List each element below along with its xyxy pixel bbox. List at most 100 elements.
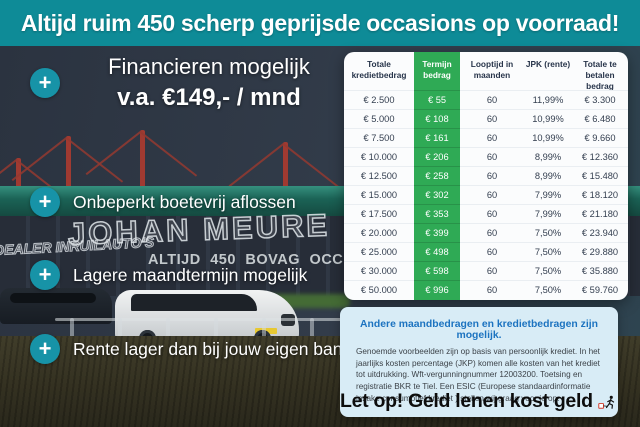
cell-jpk: 7,99% [524, 204, 572, 224]
cell-kredietbedrag: € 10.000 [344, 147, 414, 167]
cell-jpk: 8,99% [524, 147, 572, 167]
column-header-jpk-rente: JPK (rente) [525, 59, 571, 69]
cell-jpk: 7,50% [524, 280, 572, 300]
cell-totaal: € 23.940 [572, 223, 628, 243]
table-row: € 12.500 € 258 60 8,99% € 15.480 [344, 166, 628, 186]
credit-warning-text: Let op! Geld lenen kost geld [340, 390, 593, 412]
cell-totaal: € 6.480 [572, 109, 628, 129]
financing-table-card: Totale kredietbedrag Termijn bedrag Loop… [344, 52, 628, 300]
top-banner: Altijd ruim 450 scherp geprijsde occasio… [0, 0, 640, 46]
cell-termijnbedrag: € 258 [414, 166, 460, 186]
promo-heading-line2: v.a. €149,- / mnd [117, 84, 301, 111]
table-row: € 50.000 € 996 60 7,50% € 59.760 [344, 280, 628, 300]
cell-totaal: € 18.120 [572, 185, 628, 205]
plus-icon: + [30, 260, 60, 290]
cell-jpk: 11,99% [524, 90, 572, 110]
disclaimer-heading: Andere maandbedragen en kredietbedragen … [360, 319, 598, 341]
cell-totaal: € 3.300 [572, 90, 628, 110]
table-row: € 10.000 € 206 60 8,99% € 12.360 [344, 147, 628, 167]
financing-table-header: Totale kredietbedrag Termijn bedrag Loop… [344, 52, 628, 92]
cell-kredietbedrag: € 15.000 [344, 185, 414, 205]
cell-kredietbedrag: € 30.000 [344, 261, 414, 281]
cell-kredietbedrag: € 12.500 [344, 166, 414, 186]
cell-termijnbedrag: € 996 [414, 280, 460, 300]
cell-looptijd: 60 [460, 280, 524, 300]
cell-jpk: 7,50% [524, 223, 572, 243]
column-header-looptijd: Looptijd in maanden [470, 59, 514, 80]
fence-post [118, 318, 122, 340]
fence-post [310, 318, 314, 340]
table-row: € 15.000 € 302 60 7,99% € 18.120 [344, 185, 628, 205]
credit-warning: Let op! Geld lenen kost geld [340, 390, 618, 413]
cell-looptijd: 60 [460, 109, 524, 129]
promo-heading: Financieren mogelijk v.a. €149,- / mnd [73, 54, 345, 112]
cell-termijnbedrag: € 108 [414, 109, 460, 129]
cell-totaal: € 29.880 [572, 242, 628, 262]
cell-kredietbedrag: € 5.000 [344, 109, 414, 129]
cell-termijnbedrag: € 161 [414, 128, 460, 148]
cell-looptijd: 60 [460, 223, 524, 243]
cell-termijnbedrag: € 302 [414, 185, 460, 205]
cell-looptijd: 60 [460, 90, 524, 110]
promo-bullet-row: + Lagere maandtermijn mogelijk [30, 260, 307, 290]
promo-bullet-row: + Onbeperkt boetevrij aflossen [30, 187, 296, 217]
fence-post [70, 318, 74, 340]
table-row: € 20.000 € 399 60 7,50% € 23.940 [344, 223, 628, 243]
cell-looptijd: 60 [460, 185, 524, 205]
cell-looptijd: 60 [460, 261, 524, 281]
dealer-sub-sign: ALTIJD 450 BOVAG OCC SIONS [148, 252, 401, 268]
cell-termijnbedrag: € 598 [414, 261, 460, 281]
cell-totaal: € 15.480 [572, 166, 628, 186]
column-header-termijn-bedrag: Termijn bedrag [414, 52, 460, 92]
car-window [10, 293, 96, 303]
table-row: € 25.000 € 498 60 7,50% € 29.880 [344, 242, 628, 262]
cell-totaal: € 9.660 [572, 128, 628, 148]
cell-kredietbedrag: € 7.500 [344, 128, 414, 148]
cell-jpk: 8,99% [524, 166, 572, 186]
promo-bullet-label: Rente lager dan bij jouw eigen bank [73, 338, 352, 359]
promo-bullet-label: Onbeperkt boetevrij aflossen [73, 191, 296, 212]
cell-kredietbedrag: € 50.000 [344, 280, 414, 300]
financing-table-body: € 2.500 € 55 60 11,99% € 3.300 € 5.000 €… [344, 90, 628, 300]
flag-mast [66, 136, 71, 218]
cell-looptijd: 60 [460, 204, 524, 224]
cell-jpk: 10,99% [524, 128, 572, 148]
table-row: € 2.500 € 55 60 11,99% € 3.300 [344, 90, 628, 110]
cell-totaal: € 21.180 [572, 204, 628, 224]
cell-looptijd: 60 [460, 242, 524, 262]
cell-totaal: € 12.360 [572, 147, 628, 167]
column-header-totale-kredietbedrag: Totale kredietbedrag [351, 59, 407, 80]
cell-jpk: 7,50% [524, 242, 572, 262]
table-row: € 30.000 € 598 60 7,50% € 35.880 [344, 261, 628, 281]
cell-totaal: € 59.760 [572, 280, 628, 300]
cell-kredietbedrag: € 17.500 [344, 204, 414, 224]
promo-heading-block: + Financieren mogelijk v.a. €149,- / mnd [30, 54, 345, 112]
geld-lenen-kost-geld-icon [598, 395, 614, 409]
cell-jpk: 7,99% [524, 185, 572, 205]
fence-post [214, 318, 218, 340]
promo-heading-line1: Financieren mogelijk [108, 54, 310, 79]
cell-termijnbedrag: € 498 [414, 242, 460, 262]
cell-termijnbedrag: € 206 [414, 147, 460, 167]
cell-kredietbedrag: € 20.000 [344, 223, 414, 243]
cell-looptijd: 60 [460, 128, 524, 148]
fence-post [262, 318, 266, 340]
fence-post [166, 318, 170, 340]
table-row: € 5.000 € 108 60 10,99% € 6.480 [344, 109, 628, 129]
cell-termijnbedrag: € 399 [414, 223, 460, 243]
fence-rail [55, 318, 350, 321]
column-header-totale-te-betalen: Totale te betalen bedrag [583, 59, 617, 91]
cell-kredietbedrag: € 2.500 [344, 90, 414, 110]
cell-termijnbedrag: € 353 [414, 204, 460, 224]
cell-totaal: € 35.880 [572, 261, 628, 281]
car-window [131, 294, 257, 311]
plus-icon: + [30, 334, 60, 364]
plus-icon: + [30, 187, 60, 217]
cell-jpk: 7,50% [524, 261, 572, 281]
cell-jpk: 10,99% [524, 109, 572, 129]
plus-icon: + [30, 68, 60, 98]
disclaimer-card: Andere maandbedragen en kredietbedragen … [340, 307, 618, 417]
cell-termijnbedrag: € 55 [414, 90, 460, 110]
promo-bullet-label: Lagere maandtermijn mogelijk [73, 264, 308, 285]
flag-mast [283, 142, 288, 218]
